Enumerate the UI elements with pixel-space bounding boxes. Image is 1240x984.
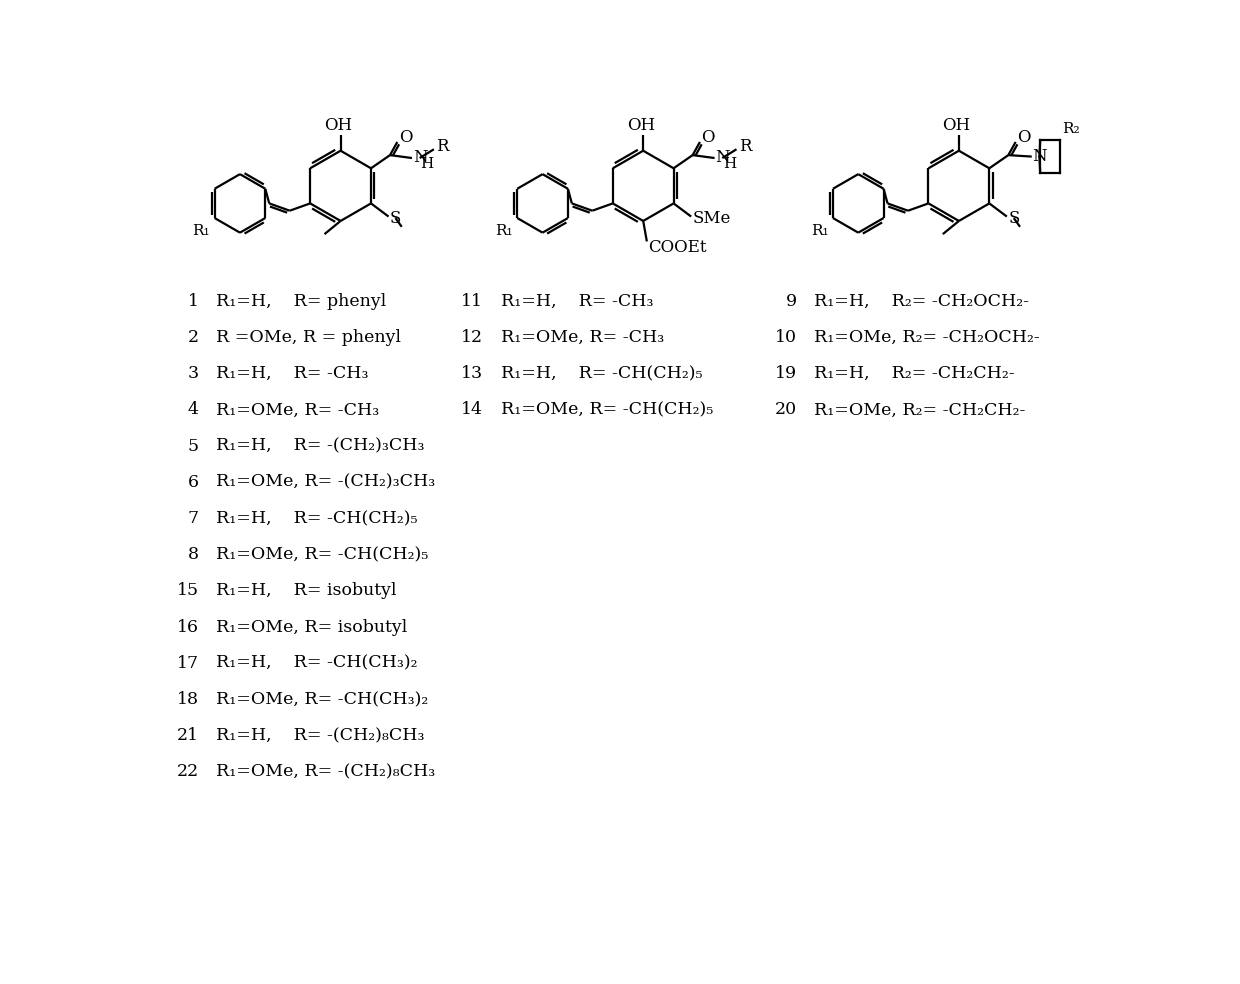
Text: COOEt: COOEt bbox=[649, 239, 707, 256]
Text: 9: 9 bbox=[786, 293, 797, 310]
Text: R₁=H,    R= -CH(CH₂)₅: R₁=H, R= -CH(CH₂)₅ bbox=[501, 365, 702, 382]
Text: 8: 8 bbox=[188, 546, 198, 563]
Text: O: O bbox=[399, 129, 413, 146]
Text: R₁=H,    R₂= -CH₂CH₂-: R₁=H, R₂= -CH₂CH₂- bbox=[815, 365, 1014, 382]
Text: R₂: R₂ bbox=[1063, 122, 1080, 136]
Text: SMe: SMe bbox=[693, 210, 732, 226]
Text: H: H bbox=[723, 156, 737, 171]
Text: R₁=OMe, R= -CH(CH₂)₅: R₁=OMe, R= -CH(CH₂)₅ bbox=[216, 546, 428, 563]
Text: 16: 16 bbox=[177, 619, 198, 636]
Text: R₁=H,    R= -CH(CH₂)₅: R₁=H, R= -CH(CH₂)₅ bbox=[216, 510, 418, 527]
Text: 3: 3 bbox=[187, 365, 198, 382]
Text: R₁=OMe, R= isobutyl: R₁=OMe, R= isobutyl bbox=[216, 619, 407, 636]
Text: R =OMe, R = phenyl: R =OMe, R = phenyl bbox=[216, 329, 401, 346]
Text: N: N bbox=[715, 149, 730, 165]
Text: 12: 12 bbox=[461, 329, 484, 346]
Text: R: R bbox=[436, 139, 449, 155]
Text: R₁=H,    R= -(CH₂)₃CH₃: R₁=H, R= -(CH₂)₃CH₃ bbox=[216, 438, 424, 455]
Text: 6: 6 bbox=[188, 473, 198, 491]
Text: 20: 20 bbox=[775, 401, 797, 418]
Text: 10: 10 bbox=[775, 329, 797, 346]
Text: 7: 7 bbox=[187, 510, 198, 527]
Text: 19: 19 bbox=[775, 365, 797, 382]
Text: 15: 15 bbox=[177, 583, 198, 599]
Text: R₁=OMe, R₂= -CH₂OCH₂-: R₁=OMe, R₂= -CH₂OCH₂- bbox=[815, 329, 1040, 346]
Text: 2: 2 bbox=[187, 329, 198, 346]
Text: R₁=H,    R= -CH₃: R₁=H, R= -CH₃ bbox=[501, 293, 653, 310]
Text: 4: 4 bbox=[188, 401, 198, 418]
Text: 11: 11 bbox=[461, 293, 484, 310]
Text: S: S bbox=[391, 210, 402, 226]
Text: O: O bbox=[702, 129, 715, 146]
Text: R₁=H,    R= -CH(CH₃)₂: R₁=H, R= -CH(CH₃)₂ bbox=[216, 654, 418, 672]
Text: R₁: R₁ bbox=[192, 224, 210, 238]
Text: R₁=OMe, R= -(CH₂)₈CH₃: R₁=OMe, R= -(CH₂)₈CH₃ bbox=[216, 764, 435, 780]
Text: O: O bbox=[1017, 129, 1030, 146]
Text: OH: OH bbox=[627, 117, 655, 135]
Text: N: N bbox=[413, 149, 428, 165]
Text: 5: 5 bbox=[187, 438, 198, 455]
Text: R₁=OMe, R= -CH(CH₃)₂: R₁=OMe, R= -CH(CH₃)₂ bbox=[216, 691, 428, 707]
Text: 17: 17 bbox=[177, 654, 198, 672]
Text: R₁=OMe, R= -CH₃: R₁=OMe, R= -CH₃ bbox=[216, 401, 379, 418]
Text: H: H bbox=[420, 156, 434, 171]
Text: OH: OH bbox=[324, 117, 352, 135]
Text: 14: 14 bbox=[461, 401, 484, 418]
Text: R₁=H,    R= -(CH₂)₈CH₃: R₁=H, R= -(CH₂)₈CH₃ bbox=[216, 727, 424, 744]
Text: 18: 18 bbox=[177, 691, 198, 707]
Text: R₁=H,    R₂= -CH₂OCH₂-: R₁=H, R₂= -CH₂OCH₂- bbox=[815, 293, 1029, 310]
Text: R₁: R₁ bbox=[811, 224, 828, 238]
Text: 22: 22 bbox=[176, 764, 198, 780]
Text: 13: 13 bbox=[461, 365, 484, 382]
Text: R₁=OMe, R₂= -CH₂CH₂-: R₁=OMe, R₂= -CH₂CH₂- bbox=[815, 401, 1025, 418]
Text: 1: 1 bbox=[188, 293, 198, 310]
Text: R: R bbox=[739, 139, 751, 155]
Text: R₁=OMe, R= -CH₃: R₁=OMe, R= -CH₃ bbox=[501, 329, 663, 346]
Text: R₁=OMe, R= -CH(CH₂)₅: R₁=OMe, R= -CH(CH₂)₅ bbox=[501, 401, 713, 418]
Text: R₁=H,    R= isobutyl: R₁=H, R= isobutyl bbox=[216, 583, 397, 599]
Text: R₁=H,    R= -CH₃: R₁=H, R= -CH₃ bbox=[216, 365, 368, 382]
Text: R₁: R₁ bbox=[495, 224, 512, 238]
Text: S: S bbox=[1008, 210, 1019, 226]
Text: N: N bbox=[1033, 148, 1047, 165]
Text: OH: OH bbox=[942, 117, 971, 135]
Text: 21: 21 bbox=[177, 727, 198, 744]
Text: R₁=OMe, R= -(CH₂)₃CH₃: R₁=OMe, R= -(CH₂)₃CH₃ bbox=[216, 473, 435, 491]
Text: R₁=H,    R= phenyl: R₁=H, R= phenyl bbox=[216, 293, 386, 310]
